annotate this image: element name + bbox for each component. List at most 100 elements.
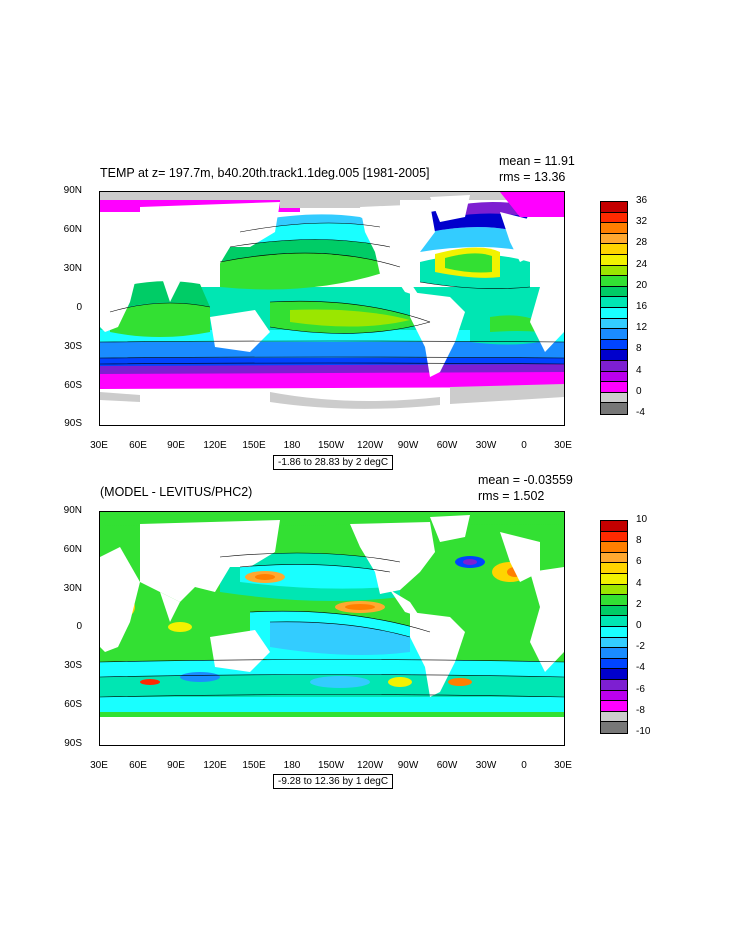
bottom-lon-label: 90E (167, 760, 185, 771)
bottom-colorbar-swatch (601, 531, 627, 543)
top-lon-label: 30E (90, 440, 108, 451)
bottom-colorbar-label: -8 (636, 704, 645, 716)
top-lat-label: 90S (64, 418, 82, 429)
top-lon-label: 30W (475, 440, 497, 451)
top-lon-label: 180 (283, 440, 301, 451)
bottom-colorbar-label: 2 (636, 598, 642, 610)
top-lat-label: 30S (64, 341, 82, 352)
africa-landmass (100, 227, 140, 332)
top-colorbar-swatch (601, 392, 627, 404)
bottom-rms-value: rms = 1.502 (478, 489, 545, 503)
bottom-lat-label: 30S (64, 660, 82, 671)
top-colorbar-swatch (601, 318, 627, 330)
top-colorbar-swatch (601, 382, 627, 393)
bottom-lon-label: 180 (283, 760, 301, 771)
top-colorbar-swatch (601, 371, 627, 383)
bottom-lat-label: 30N (63, 583, 82, 594)
bottom-colorbar-label: 6 (636, 556, 642, 568)
bottom-colorbar-swatch (601, 701, 627, 712)
bottom-colorbar-swatch (601, 605, 627, 617)
bottom-colorbar-swatch (601, 552, 627, 564)
top-temperature-map (100, 192, 564, 425)
top-lon-label: 60W (436, 440, 458, 451)
top-lon-label: 150E (242, 440, 266, 451)
top-map-frame (99, 191, 565, 426)
top-colorbar-label: 24 (636, 258, 648, 270)
bottom-colorbar-swatch (601, 626, 627, 638)
top-contour-lines (100, 222, 564, 365)
top-lat-label: 30N (63, 263, 82, 274)
top-colorbar-label: 16 (636, 301, 648, 312)
bottom-contour-lines (100, 552, 564, 698)
bottom-lat-label: 60N (63, 544, 82, 555)
bottom-lon-label: 120W (356, 760, 384, 771)
bottom-difference-map (100, 512, 564, 745)
top-rms-value: rms = 13.36 (499, 170, 566, 184)
greenland-landmass (430, 195, 470, 222)
top-colorbar-label: -4 (636, 407, 645, 418)
bottom-colorbar (600, 520, 628, 734)
bottom-colorbar-label: -10 (636, 726, 651, 737)
top-colorbar-swatch (601, 307, 627, 319)
bottom-lon-label: 60E (129, 760, 147, 771)
bottom-colorbar-label: 10 (636, 514, 648, 525)
top-lon-label: 90E (167, 440, 185, 451)
bottom-contour-range: -9.28 to 12.36 by 1 degC (273, 774, 394, 789)
top-colorbar-swatch (601, 212, 627, 224)
top-colorbar-swatch (601, 329, 627, 340)
bottom-colorbar-swatch (601, 521, 627, 532)
bottom-colorbar-label: 4 (636, 577, 642, 589)
bottom-colorbar-swatch (601, 722, 627, 733)
bottom-colorbar-swatch (601, 669, 627, 680)
bottom-map-frame (99, 511, 565, 746)
north-america-landmass (360, 204, 435, 274)
antarctic-shelf-gray (270, 392, 440, 409)
bottom-lat-label: 0 (76, 621, 82, 632)
bottom-lon-label: 150E (242, 760, 266, 771)
top-contour-range: -1.86 to 28.83 by 2 degC (273, 455, 394, 470)
top-colorbar-label: 20 (636, 279, 648, 291)
bottom-lon-label: 30E (90, 760, 108, 771)
top-plot-title: TEMP at z= 197.7m, b40.20th.track1.1deg.… (100, 166, 430, 180)
top-colorbar (600, 201, 628, 415)
bottom-lon-label: 90W (397, 760, 419, 771)
top-lat-label: 60S (64, 380, 82, 391)
top-lon-label: 120E (203, 440, 227, 451)
bottom-colorbar-swatch (601, 584, 627, 596)
top-colorbar-swatch (601, 233, 627, 245)
bottom-colorbar-swatch (601, 690, 627, 702)
top-colorbar-label: 0 (636, 385, 642, 397)
bottom-colorbar-label: 8 (636, 535, 642, 547)
bottom-lon-label: 30E (554, 760, 572, 771)
bottom-colorbar-swatch (601, 711, 627, 723)
top-colorbar-swatch (601, 297, 627, 308)
bottom-colorbar-swatch (601, 679, 627, 691)
bottom-lat-label: 90S (64, 738, 82, 749)
top-lat-label: 0 (76, 302, 82, 313)
top-colorbar-swatch (601, 223, 627, 234)
bottom-colorbar-label: -2 (636, 641, 645, 653)
top-colorbar-label: 4 (636, 364, 642, 376)
bottom-lon-label: 30W (475, 760, 497, 771)
bottom-lon-label: 0 (521, 760, 527, 771)
top-lat-label: 60N (63, 224, 82, 235)
bottom-colorbar-label: -4 (636, 662, 645, 674)
bottom-mean-value: mean = -0.03559 (478, 473, 573, 487)
top-colorbar-swatch (601, 265, 627, 277)
top-colorbar-swatch (601, 276, 627, 287)
top-colorbar-label: 28 (636, 237, 648, 249)
top-lon-label: 60E (129, 440, 147, 451)
bottom-lat-label: 60S (64, 699, 82, 710)
top-lat-label: 90N (63, 185, 82, 196)
top-lon-label: 30E (554, 440, 572, 451)
bottom-colorbar-swatch (601, 542, 627, 553)
africa-east-landmass (530, 247, 564, 352)
top-colorbar-swatch (601, 254, 627, 266)
bottom-colorbar-swatch (601, 637, 627, 649)
bottom-colorbar-label: -6 (636, 683, 645, 695)
top-colorbar-label: 12 (636, 322, 648, 334)
top-colorbar-swatch (601, 202, 627, 213)
top-lon-label: 90W (397, 440, 419, 451)
top-lon-label: 120W (356, 440, 384, 451)
top-colorbar-swatch (601, 286, 627, 298)
